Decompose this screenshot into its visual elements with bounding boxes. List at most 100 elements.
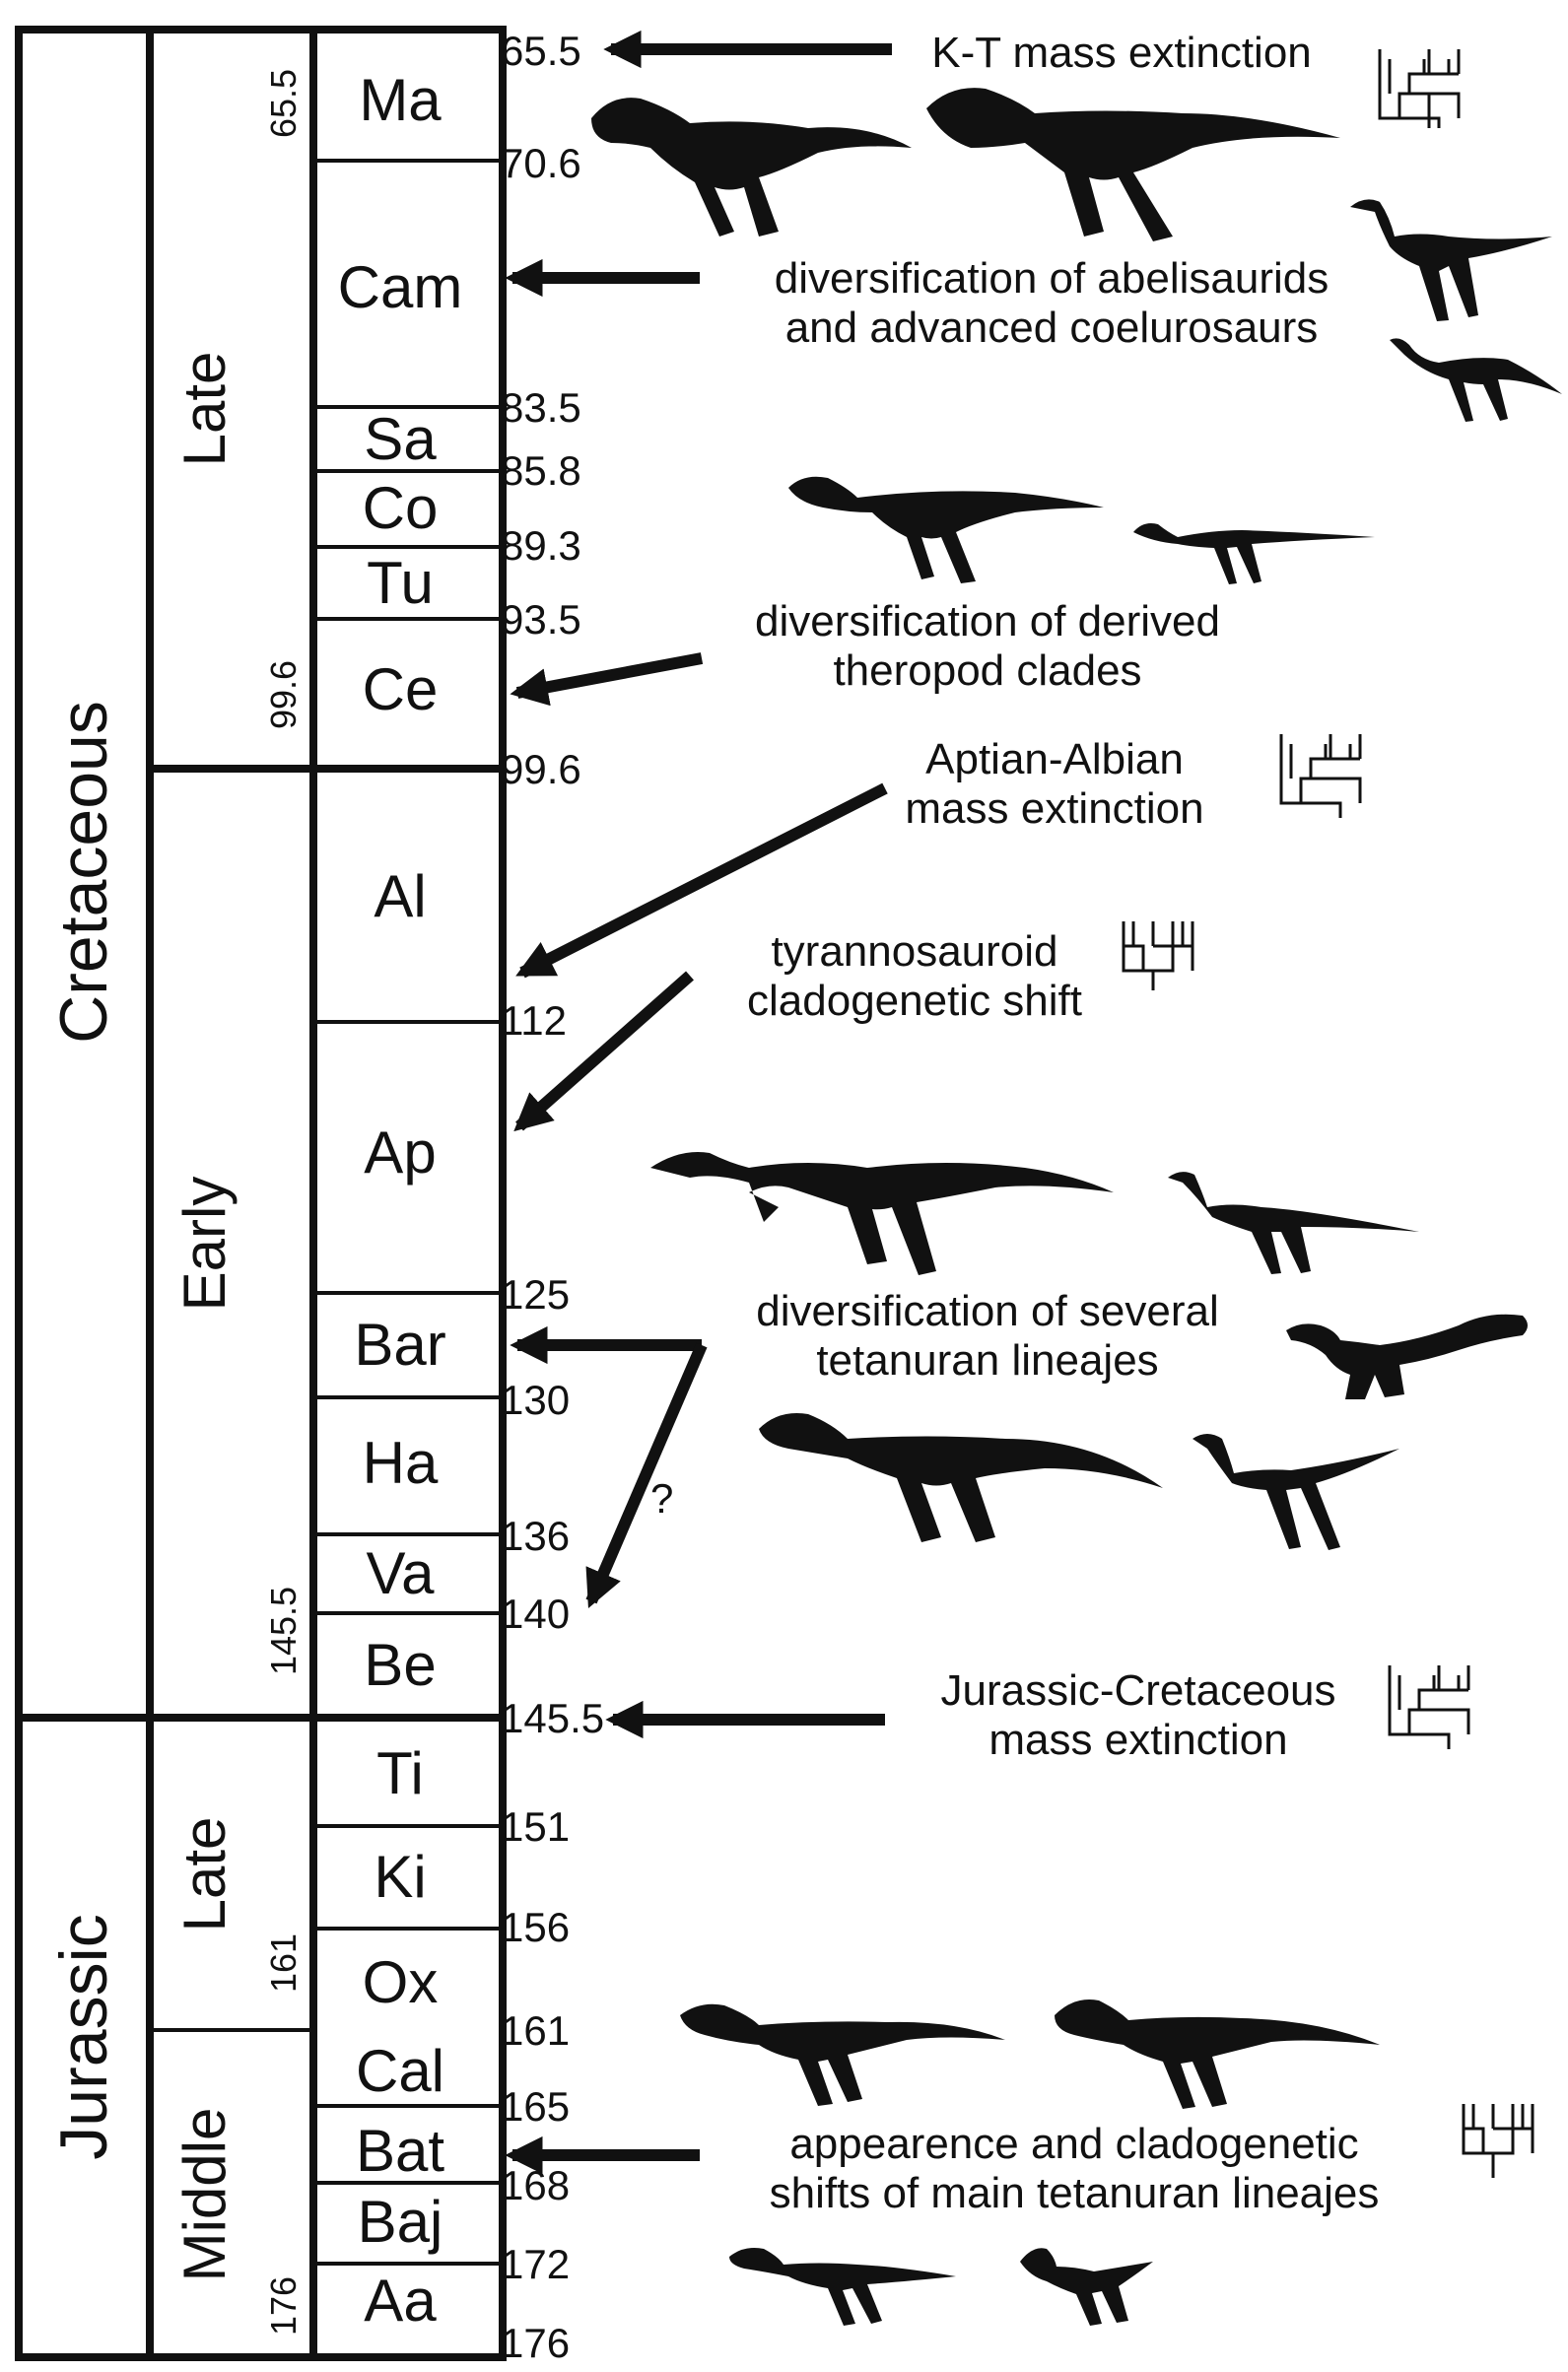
stage-label: Be	[364, 1632, 436, 1698]
stage-label: Aa	[364, 2268, 437, 2334]
stage-label: Bar	[354, 1312, 445, 1378]
boundary-age: 176	[501, 2320, 570, 2366]
troodontid-silhouette	[1390, 338, 1562, 422]
boundary-age: 161	[501, 2007, 570, 2054]
compsognathid-silhouette	[1133, 523, 1375, 584]
event-arrow-ap	[513, 971, 694, 1132]
event-label: theropod clades	[833, 646, 1141, 695]
megalosaurid-silhouette	[680, 2003, 1005, 2106]
boundary-age: 165	[501, 2083, 570, 2130]
boundary-age: 125	[501, 1271, 570, 1318]
boundary-age: 112	[501, 997, 567, 1044]
boundary-age: 65.5	[501, 28, 581, 74]
stage-label: Co	[363, 475, 439, 541]
boundary-age: 130	[501, 1377, 570, 1423]
stage-label: Ma	[359, 67, 442, 133]
epoch-age-label: 176	[263, 2276, 304, 2336]
boundary-age: 151	[501, 1803, 570, 1850]
stage-column: Ma Cam Sa Co Tu Ce Al Ap Bar Ha Va Be Ti…	[313, 67, 507, 2334]
epoch-age-label: 99.6	[263, 660, 304, 729]
boundary-age: 145.5	[501, 1695, 604, 1741]
stage-label: Al	[374, 863, 426, 929]
event-arrows	[505, 30, 892, 2175]
spinosaurid-silhouette	[650, 1152, 1114, 1275]
stage-label: Tu	[367, 550, 434, 616]
uncertain-mark: ?	[650, 1475, 673, 1522]
cladogram-icon	[1378, 49, 1461, 128]
boundary-age: 136	[501, 1513, 570, 1559]
event-label: tyrannosauroid	[771, 927, 1057, 976]
event-label: diversification of several	[756, 1287, 1219, 1335]
carcharodontosaurid-silhouette	[788, 476, 1104, 583]
monolophosaurus-silhouette	[1020, 2248, 1153, 2326]
boundary-age: 168	[501, 2162, 570, 2208]
allosaurid-silhouette	[759, 1413, 1163, 1542]
boundary-age: 83.5	[501, 384, 581, 431]
cladogram-icon	[1122, 921, 1194, 990]
dromaeosaurid-silhouette	[1286, 1314, 1528, 1399]
event-label: cladogenetic shift	[747, 977, 1082, 1025]
stage-label: Ki	[374, 1844, 426, 1910]
event-label: and advanced coelurosaurs	[785, 304, 1319, 352]
boundary-ages: 65.5 70.6 83.5 85.8 89.3 93.5 99.6 112 1…	[501, 28, 604, 2366]
cladogram-icon	[1462, 2104, 1534, 2178]
tyrannosaurid-silhouette	[926, 88, 1340, 241]
boundary-age: 172	[501, 2241, 570, 2287]
boundary-age: 93.5	[501, 596, 581, 643]
period-label: Jurassic	[46, 1914, 121, 2159]
event-label: Aptian-Albian	[925, 735, 1184, 783]
stage-label: Cam	[338, 254, 463, 320]
period-column: Cretaceous Jurassic	[15, 701, 150, 2160]
boundary-age: 70.6	[501, 140, 581, 186]
boundary-age: 156	[501, 1904, 570, 1950]
event-label: diversification of abelisaurids	[775, 254, 1329, 303]
epoch-age-label: 161	[263, 1933, 304, 1993]
boundary-age: 89.3	[501, 522, 581, 569]
megalosaurid-silhouette	[1055, 1999, 1380, 2109]
epoch-age-label: 65.5	[263, 69, 304, 138]
event-arrow-al	[515, 782, 888, 979]
alvarezsaurid-silhouette	[1168, 1172, 1419, 1274]
stage-label: Bat	[356, 2118, 444, 2184]
period-label: Cretaceous	[46, 701, 121, 1044]
event-label: mass extinction	[989, 1716, 1287, 1764]
event-labels: K-T mass extinction diversification of a…	[747, 29, 1379, 2217]
stage-label: Ce	[363, 656, 439, 722]
ornithomimid-silhouette	[1350, 199, 1552, 321]
boundary-age: 99.6	[501, 746, 581, 792]
epoch-column: Late Early Late Middle 65.5 99.6 145.5 1…	[15, 69, 313, 2336]
event-label: diversification of derived	[755, 597, 1220, 645]
event-label: appearence and cladogenetic	[789, 2120, 1358, 2168]
abelisaurid-silhouette	[591, 98, 912, 237]
epoch-age-label: 145.5	[263, 1587, 304, 1675]
stage-label: Ti	[376, 1740, 424, 1806]
cladogram-icon	[1388, 1665, 1470, 1749]
stage-label: Baj	[358, 2189, 443, 2255]
event-label: shifts of main tetanuran lineajes	[770, 2169, 1380, 2217]
boundary-age: 140	[501, 1591, 570, 1637]
ornithomimosaur-silhouette	[1193, 1434, 1399, 1550]
epoch-label: Late	[171, 1817, 238, 1932]
stage-label: Va	[367, 1540, 436, 1606]
event-arrow-ce	[510, 652, 704, 707]
event-label: tetanuran lineajes	[816, 1336, 1158, 1385]
event-label: mass extinction	[905, 784, 1203, 833]
stage-label: Sa	[364, 406, 437, 472]
event-label: K-T mass extinction	[931, 29, 1312, 77]
cladograms	[1122, 49, 1534, 2178]
timescale-frame	[15, 26, 507, 2361]
epoch-label: Late	[171, 352, 238, 467]
epoch-label: Middle	[171, 2108, 238, 2282]
stage-label: Ox	[363, 1949, 439, 2015]
cladogram-icon	[1279, 734, 1362, 818]
event-label: Jurassic-Cretaceous	[940, 1666, 1335, 1715]
event-arrow-va	[585, 1342, 708, 1609]
early-tetanuran-silhouette	[729, 2248, 956, 2326]
silhouettes	[591, 88, 1562, 2326]
boundary-age: 85.8	[501, 447, 581, 494]
stage-label: Ap	[364, 1119, 436, 1186]
stage-label: Cal	[356, 2038, 444, 2104]
stage-label: Ha	[363, 1430, 439, 1496]
epoch-label: Early	[171, 1177, 238, 1312]
